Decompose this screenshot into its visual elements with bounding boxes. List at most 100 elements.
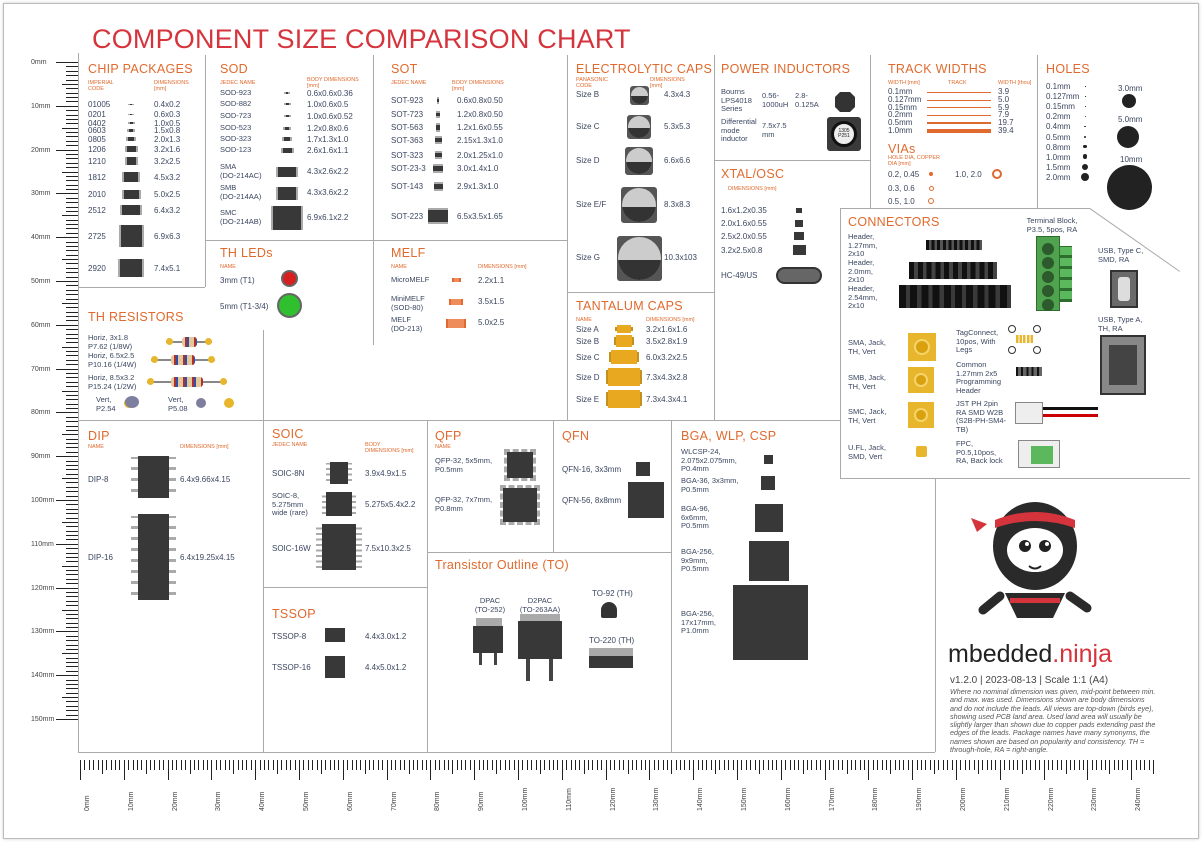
ruler-tick-h [1004, 760, 1006, 770]
chip-code: 2010 [88, 190, 106, 199]
th-resistor-pad [205, 338, 212, 345]
sot-name: SOT-143 [391, 182, 424, 191]
ruler-tick-v [66, 526, 78, 528]
ruler-tick-h [285, 760, 287, 770]
ruler-tick-h [1030, 760, 1032, 770]
led-3mm-graphic [281, 270, 298, 287]
ruler-tick-v [62, 83, 78, 85]
usb-c-label: USB, Type C, SMD, RA [1098, 246, 1144, 264]
ruler-tick-h [539, 760, 541, 774]
ruler-label-h: 70mm [390, 791, 398, 811]
ruler-label-h: 80mm [434, 791, 442, 811]
soic8w-label: SOIC-8, 5.275mm wide (rare) [272, 491, 308, 517]
sub-dims-elec: DIMENSIONS [mm] [650, 77, 685, 89]
hole-graphic [1084, 95, 1086, 97]
sub-name-melf: NAME [391, 264, 407, 270]
ruler-tick-h [1008, 760, 1010, 770]
sub-jedec-soic: JEDEC NAME [272, 442, 308, 448]
ruler-tick-h [737, 760, 738, 780]
ruler-tick-v [66, 381, 78, 383]
ruler-tick-h [697, 760, 699, 770]
ruler-tick-h [88, 760, 90, 770]
ruler-tick-v [66, 136, 78, 138]
ruler-tick-v [62, 565, 78, 567]
ruler-tick-h [469, 760, 471, 770]
ruler-tick-h [1012, 760, 1014, 770]
elec-size: Size G [576, 253, 601, 262]
ruler-tick-v [56, 500, 78, 501]
bga256-17-label: BGA-256, 17x17mm, P1.0mm [681, 609, 717, 635]
ruler-tick-h [342, 760, 344, 780]
ruler-tick-h [303, 760, 305, 770]
ruler-tick-v [66, 289, 78, 291]
sod-body [273, 206, 301, 230]
sot-body [436, 112, 440, 116]
bga256-9-label: BGA-256, 9x9mm, P0.5mm [681, 547, 714, 573]
bga256-17-graphic [733, 585, 808, 660]
dpak-graphic [473, 626, 503, 653]
sot-body [428, 210, 448, 222]
hole-label: 0.5mm [1046, 132, 1071, 142]
ruler-label-h: 210mm [1003, 787, 1011, 811]
th-resistor-label: Horiz, 3x1.8 P7.62 (1/8W) [88, 333, 133, 351]
ruler-tick-h [1135, 760, 1137, 770]
ruler-tick-h [360, 760, 362, 770]
ruler-label-h: 40mm [259, 791, 267, 811]
ruler-tick-h [1083, 760, 1085, 770]
ruler-tick-h [390, 760, 392, 770]
ruler-tick-h [1100, 760, 1102, 770]
th-resistor-vert-body [125, 396, 139, 408]
led-5mm-label: 5mm (T1-3/4) [220, 302, 269, 311]
sod-dims: 0.6x0.6x0.36 [307, 89, 353, 98]
ninja-headband [995, 512, 1075, 528]
ninja-face [1007, 528, 1063, 572]
sma-graphic [908, 333, 936, 361]
sod-name: SMB (DO-214AA) [220, 183, 262, 201]
wlcsp-graphic [764, 455, 773, 464]
ruler-tick-v [66, 491, 78, 493]
ruler-tick-h [991, 760, 993, 770]
ruler-tick-h [815, 760, 817, 770]
ruler-tick-h [439, 760, 441, 770]
sub-jedec-sot: JEDEC NAME [391, 80, 427, 86]
ruler-tick-h [960, 760, 962, 770]
ruler-tick-v [66, 254, 78, 256]
sot-body [433, 165, 443, 171]
ruler-tick-v [66, 692, 78, 694]
common-header-label: Common 1.27mm 2x5 Programming Header [956, 360, 1002, 395]
ruler-tick-v [56, 105, 78, 107]
ufl-label: U.FL, Jack, SMD, Vert [848, 443, 886, 461]
ninja-mascot [971, 502, 1092, 618]
header-127-graphic [926, 240, 982, 250]
chip-dims: 6.4x3.2 [154, 206, 181, 215]
ruler-label-h: 190mm [916, 787, 924, 811]
ruler-label-v: 70mm [31, 365, 51, 373]
ruler-tick-v [66, 202, 78, 204]
ruler-tick-h [351, 760, 353, 770]
sub-body-soic: BODY DIMENSIONS [mm] [365, 442, 414, 454]
ruler-tick-v [66, 701, 78, 703]
tagconnect-label: TagConnect, 10pos, With Legs [956, 328, 999, 354]
ruler-tick-v [66, 114, 78, 116]
sub-dims-tant: DIMENSIONS [mm] [646, 317, 695, 323]
soic8n-label: SOIC-8N [272, 469, 305, 478]
ruler-tick-h [631, 760, 633, 770]
ruler-tick-h [772, 760, 774, 770]
elec-dims: 5.3x5.3 [664, 122, 691, 131]
ruler-tick-h [263, 760, 265, 770]
ruler-tick-h [1021, 760, 1023, 774]
ruler-label-v: 110mm [31, 540, 54, 548]
th-resistor-pad [166, 338, 173, 345]
ruler-tick-h [929, 760, 931, 770]
tssop16-label: TSSOP-16 [272, 663, 311, 672]
ruler-tick-h [80, 760, 81, 780]
ruler-label-h: 90mm [478, 791, 486, 811]
chip-body [120, 225, 142, 247]
sot-body [434, 153, 442, 157]
track-width-mm: 0.2mm [888, 110, 913, 120]
brand-logo: mbedded.ninja [948, 640, 1113, 668]
ruler-tick-v [66, 337, 78, 339]
ruler-tick-v [62, 478, 78, 480]
ruler-tick-v [66, 662, 78, 664]
chip-packages-title: CHIP PACKAGES [88, 62, 193, 76]
